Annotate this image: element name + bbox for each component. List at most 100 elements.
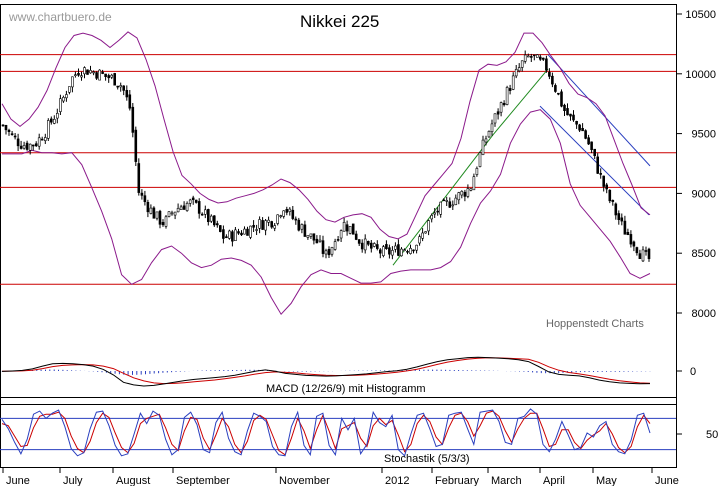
candle-body: [532, 54, 536, 57]
candle-body: [505, 87, 509, 105]
candle-body: [285, 209, 289, 213]
candle-body: [560, 91, 563, 107]
candle-body: [623, 220, 627, 235]
candle-body: [620, 217, 624, 222]
candle-body: [125, 90, 129, 98]
candle-body: [222, 229, 225, 239]
candle-body: [403, 249, 406, 251]
candle-body: [297, 219, 301, 231]
candle-body: [52, 119, 56, 124]
candle-body: [65, 94, 68, 99]
candle-body: [469, 188, 473, 191]
candle-body: [237, 231, 240, 234]
candle-body: [342, 222, 346, 232]
candle-body: [167, 211, 171, 217]
stoch-y-tick-label: 50: [706, 429, 718, 441]
candle-body: [412, 249, 415, 252]
candle-body: [149, 207, 153, 214]
candle-body: [400, 248, 403, 257]
candle-body: [548, 72, 551, 77]
candle-body: [427, 220, 430, 232]
y-tick-label: 8000: [692, 308, 716, 320]
candle-body: [264, 220, 267, 231]
candle-body: [499, 102, 503, 113]
candle-body: [511, 75, 515, 90]
candle-body: [644, 250, 648, 252]
candle-body: [584, 130, 587, 139]
candle-body: [472, 176, 476, 191]
candle-body: [590, 141, 593, 150]
candle-body: [246, 228, 249, 236]
candle-body: [243, 228, 246, 235]
candle-body: [74, 74, 77, 76]
candle-body: [207, 209, 210, 222]
x-tick-label: June: [655, 475, 679, 486]
support-resistance-lines: [0, 54, 676, 285]
candle-body: [599, 173, 603, 175]
candle-body: [502, 103, 506, 106]
candle-body: [348, 226, 352, 234]
candle-body: [375, 244, 379, 249]
chart-title: Nikkei 225: [300, 12, 379, 31]
candle-body: [267, 219, 270, 223]
candle-body: [605, 184, 609, 190]
candle-body: [234, 229, 237, 241]
candle-body: [25, 142, 29, 150]
candle-body: [372, 243, 376, 247]
candle-body: [324, 250, 328, 255]
candle-body: [382, 246, 385, 256]
candle-body: [551, 75, 554, 85]
candle-body: [366, 241, 370, 245]
candle-body: [508, 88, 512, 91]
candle-body: [197, 201, 201, 214]
candle-body: [294, 218, 298, 221]
candle-body: [487, 131, 491, 138]
candle-body: [448, 201, 452, 208]
oscillator-panel-frame: [0, 397, 677, 468]
candle-body: [529, 56, 533, 58]
candle-body: [490, 123, 494, 133]
candle-body: [282, 210, 286, 217]
x-tick-label: March: [491, 475, 522, 486]
candle-body: [137, 163, 141, 193]
candle-body: [210, 215, 213, 222]
x-axis-ticks: June July August September November 2012 Febru…: [2, 467, 679, 486]
candle-body: [173, 211, 177, 216]
candle-body: [596, 156, 600, 174]
candle-body: [16, 138, 20, 147]
candle-body: [179, 206, 183, 210]
candle-body: [255, 229, 258, 231]
candle-body: [457, 192, 461, 201]
candle-body: [409, 248, 412, 254]
candle-body: [321, 240, 325, 254]
candle-body: [34, 143, 38, 147]
candle-body: [7, 129, 11, 132]
candle-body: [59, 98, 62, 112]
candle-body: [385, 244, 388, 249]
bollinger-upper: [1, 31, 651, 240]
candle-body: [158, 210, 162, 225]
candle-body: [194, 199, 198, 203]
candle-body: [273, 225, 277, 229]
candle-body: [80, 75, 83, 78]
candle-body: [119, 85, 122, 88]
candle-body: [406, 251, 409, 253]
candle-body: [110, 74, 113, 78]
candle-body: [602, 175, 606, 187]
candle-body: [484, 138, 488, 143]
candle-body: [258, 219, 261, 229]
candle-body: [98, 69, 101, 81]
candle-body: [164, 216, 168, 227]
candle-body: [43, 137, 47, 141]
candle-body: [557, 92, 560, 95]
y-tick-label: 10000: [685, 69, 716, 81]
candle-body: [300, 224, 304, 230]
candle-body: [514, 69, 518, 77]
candle-body: [632, 241, 636, 247]
candle-body: [327, 249, 331, 256]
candle-body: [397, 244, 400, 256]
y-tick-label: 9500: [692, 129, 716, 141]
candle-body: [369, 242, 373, 249]
macd-panel: [1, 356, 651, 387]
